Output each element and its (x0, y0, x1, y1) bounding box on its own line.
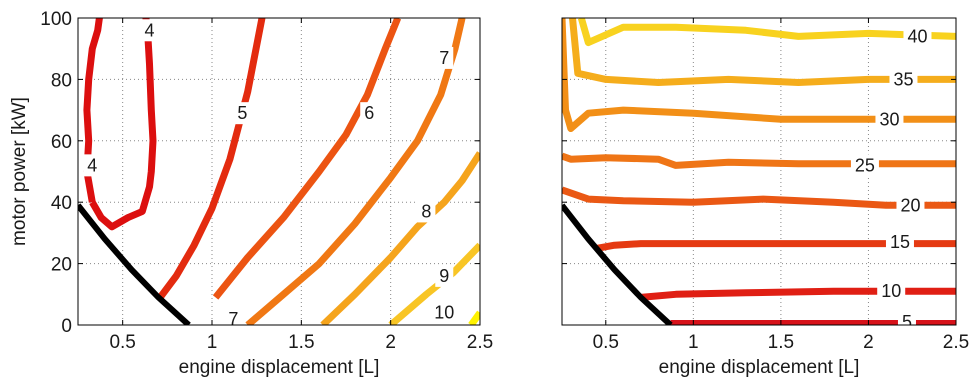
contour-label-bg (850, 154, 879, 177)
contour-label-bg (140, 19, 159, 42)
contour-line-30 (562, 18, 956, 132)
contour-label-5: 5 (237, 103, 247, 123)
y-tick-label: 80 (51, 70, 72, 91)
contour-line-25 (562, 152, 956, 169)
contour-line-10 (640, 287, 956, 301)
y-tick-label: 100 (40, 9, 72, 30)
contour-label-40: 40 (907, 26, 927, 46)
chart-panel-2: 510 15 20 25 30 35 40 0.5 1 1.5 2 2.5 engine displac… (561, 17, 969, 378)
y-tick-label: 0 (61, 316, 72, 337)
plot-frame (561, 17, 957, 326)
contour-line-4 (83, 18, 157, 231)
y-axis-label: motor power [kW] (9, 97, 30, 246)
x-tick-label: 1 (207, 332, 218, 353)
contour-label-bg (435, 264, 454, 287)
contour-line-6 (212, 18, 402, 300)
x-axis-label: engine displacement [L] (659, 357, 860, 378)
contour-label-10: 10 (881, 281, 901, 301)
contour-label-bg (435, 46, 454, 69)
contour-label-bg (885, 231, 914, 254)
contour-label-9: 9 (439, 266, 449, 286)
contour-label-20: 20 (900, 195, 920, 215)
contour-line-5 (157, 18, 266, 300)
x-tick-label: 1.5 (768, 332, 794, 353)
x-tick-label: 2.5 (467, 332, 493, 353)
contour-label-7: 7 (228, 309, 238, 329)
x-axis-label: engine displacement [L] (179, 357, 380, 378)
contour-label-bg (224, 307, 243, 325)
contour-line-10 (468, 310, 480, 325)
plot-frame (77, 17, 481, 326)
x-tick-label: 2 (863, 332, 874, 353)
contour-label-4: 4 (87, 155, 97, 175)
x-tick-label: 1.5 (288, 332, 314, 353)
boundary-line (562, 203, 673, 325)
contour-label-15: 15 (890, 232, 910, 252)
x-tick-label: 0.5 (109, 332, 135, 353)
contour-label-bg (896, 194, 925, 217)
contour-line-20 (562, 186, 956, 209)
contour-line-8 (320, 151, 480, 325)
contour-label-25: 25 (855, 155, 875, 175)
contour-label-bg (360, 102, 379, 125)
chart-panel-1: 4 4 5 6 7 7 8 9 10 0.5 1 1.5 2 2.5 0 20 40 60 80 100 engine … (9, 9, 493, 378)
contour-label-5: 5 (902, 312, 912, 332)
x-tick-label: 0.5 (593, 332, 619, 353)
contour-label-bg (430, 301, 459, 324)
contour-label-10: 10 (434, 303, 454, 323)
contour-line-40 (577, 18, 956, 47)
y-tick-label: 60 (51, 132, 72, 153)
plot-area: 510 15 20 25 30 35 40 (562, 18, 956, 332)
contour-label-bg (889, 68, 918, 91)
x-tick-label: 2 (385, 332, 396, 353)
x-tick-label: 1 (688, 332, 699, 353)
boundary-line (78, 203, 191, 325)
contour-label-35: 35 (893, 69, 913, 89)
contour-line-15 (596, 240, 956, 252)
plot-area: 4 4 5 6 7 7 8 9 10 (78, 18, 480, 329)
y-tick-label: 20 (51, 255, 72, 276)
contour-label-bg (233, 102, 252, 125)
contour-label-4: 4 (144, 20, 154, 40)
contour-label-bg (877, 280, 906, 303)
x-tick-label: 2.5 (943, 332, 969, 353)
y-tick-label: 40 (51, 193, 72, 214)
contour-label-bg (903, 25, 932, 48)
contour-label-bg (417, 200, 436, 223)
contour-label-bg (83, 154, 102, 177)
contour-label-bg (875, 108, 904, 131)
contour-line-35 (569, 18, 956, 86)
contour-line-7 (245, 18, 466, 325)
contour-label-7: 7 (439, 48, 449, 68)
contour-label-6: 6 (364, 103, 374, 123)
contour-label-bg (897, 310, 916, 325)
contour-label-30: 30 (879, 109, 899, 129)
contour-label-8: 8 (421, 201, 431, 221)
